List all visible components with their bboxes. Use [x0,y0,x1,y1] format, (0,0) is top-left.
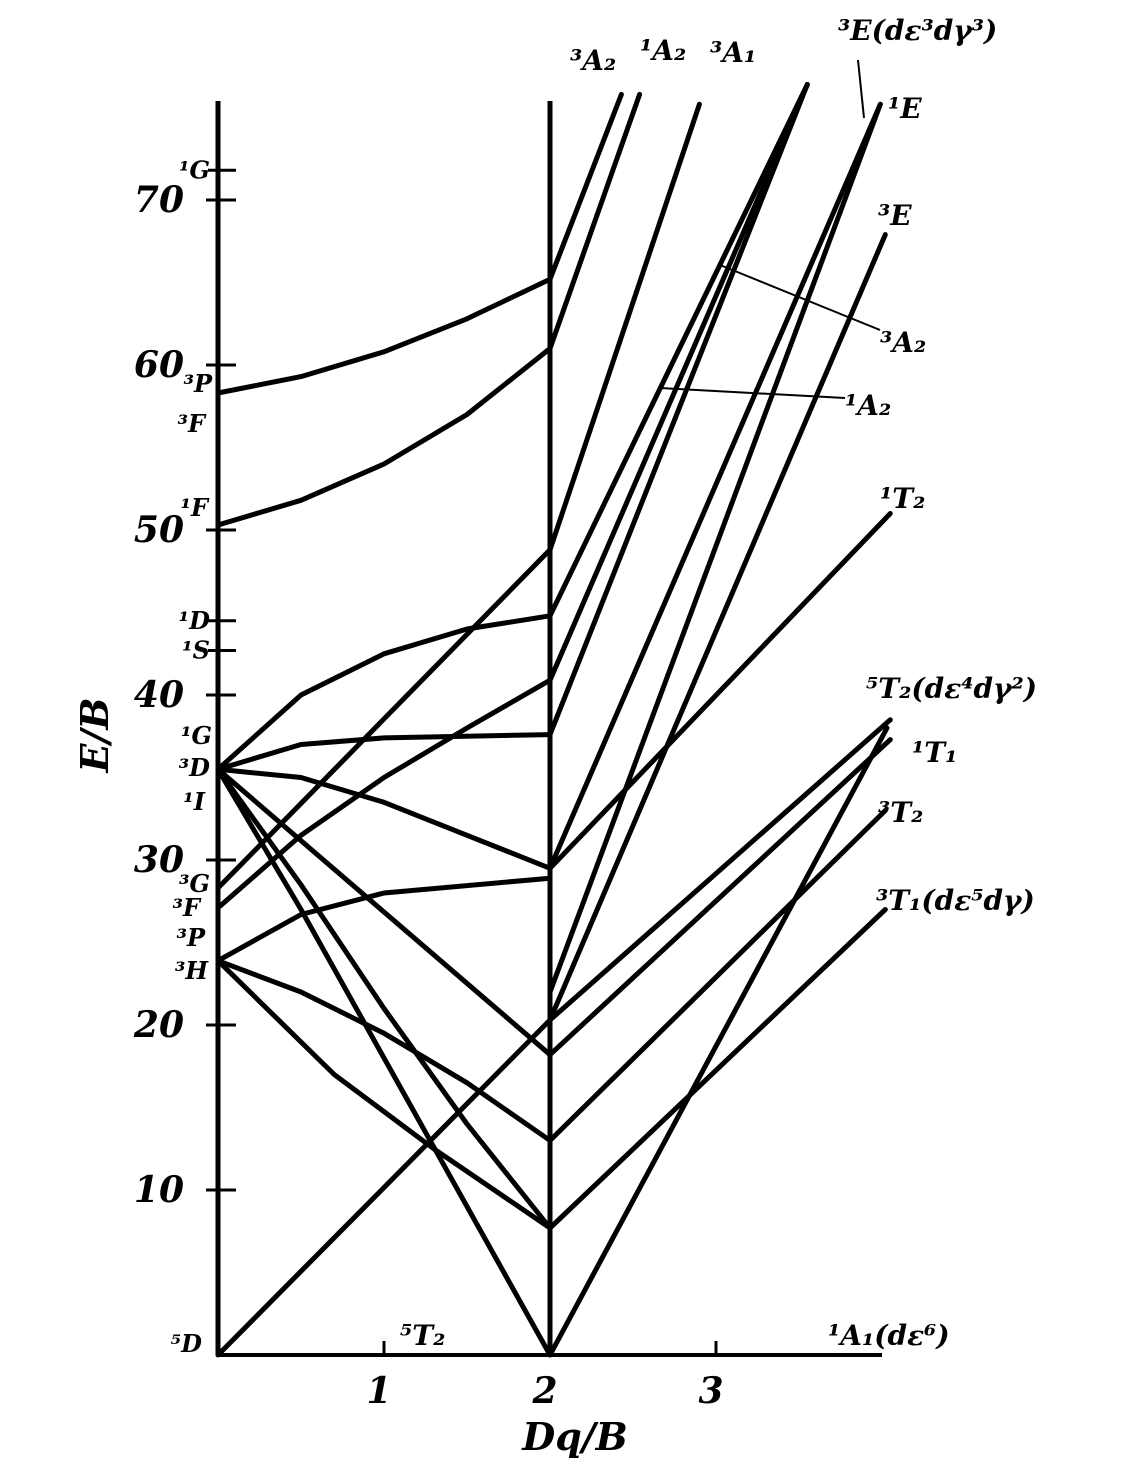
term-label: ³H [175,956,210,985]
level-line [547,907,888,1231]
level-line [547,82,810,738]
line-label: ¹A₁(dε⁶) [828,1319,950,1352]
level-line [547,101,883,995]
term-label: ⁵D [171,1329,203,1358]
line-label: ³T₁(dε⁵dγ) [876,884,1035,917]
y-tick-label: 50 [134,509,184,551]
line-label: ¹T₂ [880,482,925,515]
line-label: ¹T₁ [912,736,957,769]
line-label: ¹E [888,92,922,125]
term-label: ³F [172,893,202,922]
line-label: ⁵T₂(dε⁴dγ²) [866,672,1037,705]
level-line [215,547,553,891]
term-label: ¹G [181,721,212,750]
level-line [215,766,553,1231]
term-label: ¹D [179,606,211,635]
level-line [215,766,553,1358]
level-line [215,958,553,1143]
level-line [215,613,553,772]
level-line [215,346,553,528]
y-tick-label: 30 [134,839,184,881]
level-line [547,511,893,871]
level-line [215,732,553,772]
y-tick-label: 40 [134,674,184,716]
term-label: ³G [179,869,210,898]
line-label: ³E [878,199,912,232]
x-tick-label: 3 [698,1370,723,1412]
line-label: ³T₂ [878,796,923,829]
line-label: ¹A₂ [640,34,686,67]
line-label: ³A₂ [880,326,926,359]
leader-line [857,59,865,119]
level-line [547,808,888,1143]
level-line [547,91,624,282]
line-label: ³A₁ [710,36,756,69]
level-line [215,677,553,911]
level-line [215,958,553,1231]
y-tick-label: 10 [134,1169,184,1211]
line-label: ³E(dε³dγ³) [838,14,997,47]
term-label: ³P [176,923,206,952]
level-line [215,276,553,396]
term-label: ¹G [179,155,210,184]
level-line [547,91,643,351]
level-line [215,766,553,871]
level-line [215,766,553,1058]
line-label: ¹A₂ [845,389,891,422]
level-line [215,875,553,964]
level-line [547,82,810,683]
line-label: ⁵T₂ [400,1319,445,1352]
level-line [547,82,810,619]
term-label: ¹S [182,635,210,664]
y-tick-label: 20 [133,1004,184,1046]
x-tick-label: 2 [531,1370,557,1412]
y-tick-label: 70 [134,179,184,221]
level-line [547,101,702,553]
level-line [547,737,893,1058]
y-tick-label: 60 [134,344,184,386]
leader-line [719,264,881,331]
term-label: ¹I [183,787,206,816]
level-line [547,101,883,871]
term-label: ³P [183,369,213,398]
x-tick-label: 1 [366,1370,391,1412]
level-line [547,232,888,1023]
y-axis-label: E/B [72,698,117,774]
leader-line [659,387,846,399]
x-axis-label: Dq/B [521,1414,628,1459]
term-label: ³D [179,753,211,782]
term-label: ¹F [180,493,210,522]
term-label: ³F [177,409,207,438]
line-label: ³A₂ [570,44,616,77]
level-line [547,725,890,1358]
